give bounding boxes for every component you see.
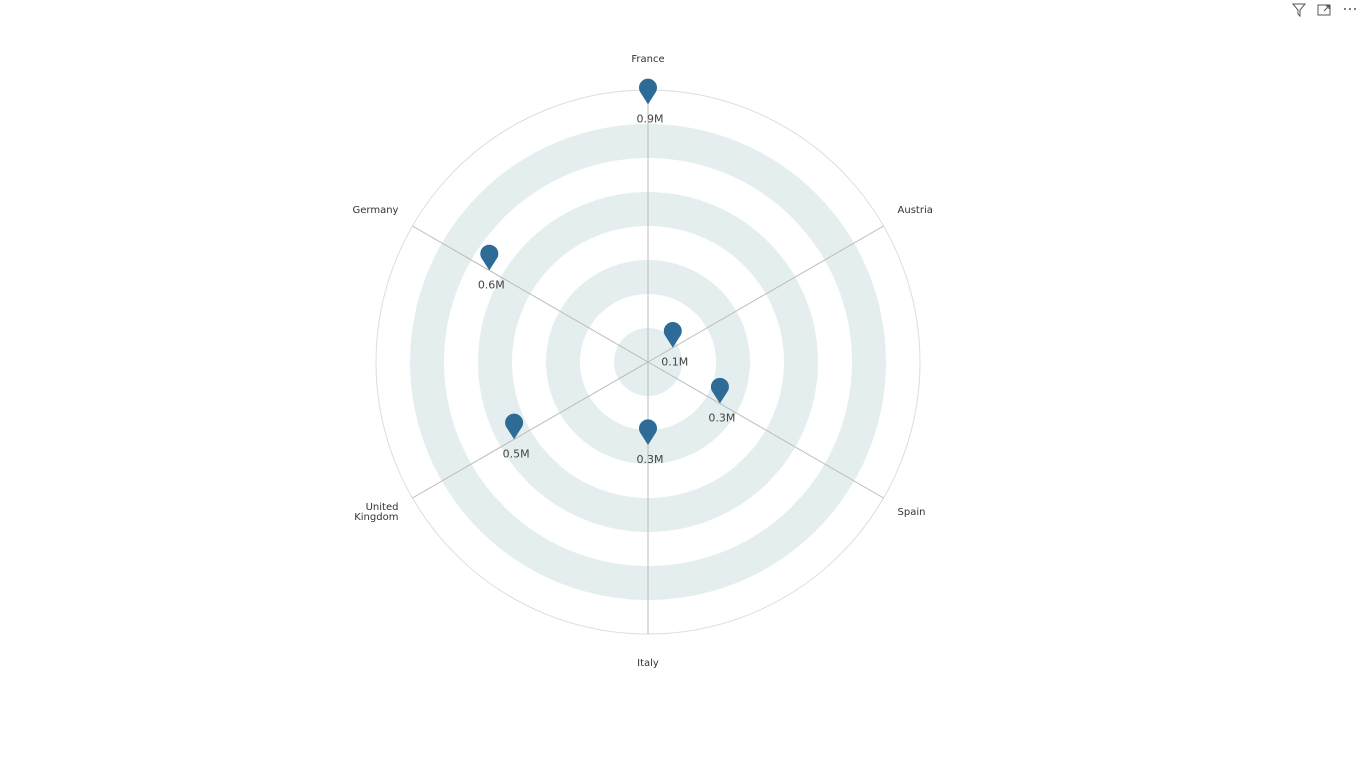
toolbar bbox=[1291, 3, 1356, 18]
focus-icon[interactable] bbox=[1317, 4, 1331, 16]
category-label: Germany bbox=[352, 205, 399, 216]
marker bbox=[663, 322, 682, 348]
value-label: 0.5M bbox=[503, 447, 530, 460]
axis-line bbox=[647, 361, 884, 499]
value-label: 0.1M bbox=[661, 356, 688, 369]
more-icon[interactable] bbox=[1344, 8, 1356, 10]
marker bbox=[638, 419, 658, 446]
value-label: 0.3M bbox=[708, 412, 735, 425]
value-label: 0.3M bbox=[637, 453, 664, 466]
axis-line bbox=[412, 361, 649, 499]
category-label: Austria bbox=[897, 205, 933, 216]
axis-line bbox=[412, 225, 649, 363]
axis-line bbox=[647, 225, 884, 363]
category-label: France bbox=[631, 54, 665, 65]
marker bbox=[638, 78, 657, 105]
category-label: Spain bbox=[897, 507, 926, 518]
marker bbox=[505, 413, 524, 440]
marker bbox=[480, 244, 499, 271]
marker bbox=[710, 377, 729, 404]
value-label: 0.6M bbox=[478, 278, 505, 291]
filter-icon[interactable] bbox=[1291, 3, 1307, 18]
category-label: United Kingdom bbox=[354, 502, 399, 523]
value-label: 0.9M bbox=[637, 112, 664, 125]
category-label: Italy bbox=[637, 658, 659, 669]
